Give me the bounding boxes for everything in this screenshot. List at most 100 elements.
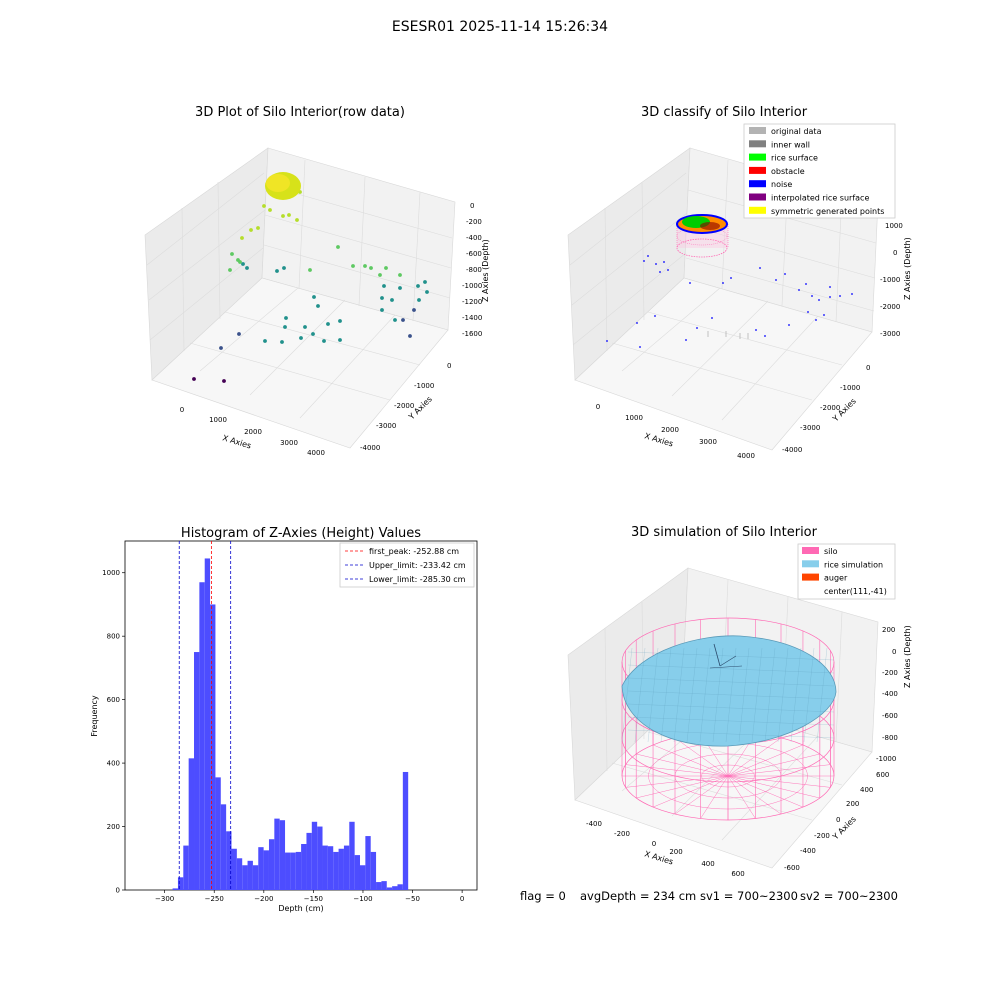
data-point: [237, 332, 241, 336]
data-point: [282, 266, 286, 270]
noise-point: [805, 283, 807, 285]
data-point: [262, 204, 266, 208]
noise-point: [667, 269, 669, 271]
panel1-title: 3D Plot of Silo Interior(row data): [195, 105, 405, 120]
noise-point: [823, 314, 825, 316]
histogram-bar: [338, 848, 344, 890]
panel1-ytick: -2000: [394, 402, 414, 410]
panel4-ytick: -600: [784, 864, 800, 872]
panel2-ztick: -2000: [880, 303, 900, 311]
panel4-xtick: -200: [614, 830, 630, 838]
panel1-xtick: 1000: [209, 416, 227, 424]
panel2-legend-label: inner wall: [771, 140, 810, 149]
data-point: [380, 308, 384, 312]
panel2-legend-swatch: [749, 153, 766, 161]
histogram-bar: [376, 882, 382, 890]
status-sv1: sv1 = 700~2300: [700, 889, 798, 903]
noise-point: [784, 273, 786, 275]
data-point: [219, 346, 223, 350]
data-point: [311, 332, 315, 336]
data-point: [230, 252, 234, 256]
histogram-bar: [172, 888, 178, 890]
panel2-axes-box: [567, 147, 879, 451]
panel4-legend-swatch: [802, 573, 819, 581]
panel1-ztick: -1600: [462, 330, 482, 338]
panel2-x-ticks: 0 1000 2000 3000 4000: [596, 403, 755, 460]
panel1-xtick: 4000: [307, 449, 325, 457]
data-point: [283, 325, 287, 329]
noise-point: [659, 271, 661, 273]
panel4-auger: [709, 643, 743, 669]
histogram-bar: [258, 847, 264, 890]
histogram-bar: [343, 845, 350, 890]
data-point: [280, 340, 284, 344]
data-point: [249, 228, 253, 232]
panel-raw-3d-plot: 3D Plot of Silo Interior(row data) 0 100…: [144, 105, 490, 457]
data-point: [245, 266, 249, 270]
data-point: [382, 284, 386, 288]
panel1-ztick: -800: [466, 266, 482, 274]
histogram-bar: [215, 777, 221, 890]
panel2-silo-cylinder: [676, 214, 729, 258]
data-point: [295, 218, 299, 222]
histogram-bar: [397, 884, 403, 890]
rice-mesh-line: [673, 647, 685, 743]
histogram-x-tick-label: −100: [353, 895, 372, 903]
panel1-z-label: Z Axies (Depth): [481, 239, 490, 302]
histogram-x-tick-label: −300: [155, 895, 174, 903]
rice-mesh-line: [699, 647, 711, 743]
histogram-bar: [322, 845, 328, 890]
panel1-x-ticks: 0 1000 2000 3000 4000: [180, 406, 325, 457]
histogram-bar: [290, 852, 296, 890]
data-point: [322, 339, 326, 343]
rice-mesh-line: [686, 647, 698, 743]
panel2-ytick: -1000: [840, 384, 860, 392]
data-point: [303, 325, 307, 329]
data-point: [228, 268, 232, 272]
data-point: [408, 334, 412, 338]
histogram-bar: [210, 604, 216, 890]
panel4-title: 3D simulation of Silo Interior: [631, 525, 818, 540]
rice-mesh-line: [627, 677, 835, 687]
noise-point: [606, 340, 608, 342]
panel4-ztick: -400: [882, 690, 898, 698]
histogram-x-tick-label: −50: [405, 895, 420, 903]
panel2-ytick: -3000: [800, 424, 820, 432]
panel2-legend-label: noise: [771, 180, 792, 189]
panel1-xtick: 2000: [244, 428, 262, 436]
histogram-bar: [370, 851, 377, 890]
panel4-legend-swatch: [802, 560, 819, 568]
panel4-xtick: 400: [701, 860, 714, 868]
histogram-bar: [359, 865, 366, 890]
panel4-xtick: 200: [669, 848, 682, 856]
noise-point: [811, 295, 813, 297]
panel1-ztick: -1200: [462, 298, 482, 306]
rice-mesh-line: [764, 647, 776, 743]
data-point: [369, 266, 373, 270]
panel2-ztick: -1000: [880, 276, 900, 284]
panel2-ytick: -2000: [820, 404, 840, 412]
histogram-bar: [333, 851, 339, 890]
panel2-legend-label: original data: [771, 127, 822, 136]
histogram-y-tick-label: 1000: [102, 569, 120, 577]
rice-mesh-line: [634, 647, 646, 743]
noise-point: [654, 315, 656, 317]
panel4-legend-label: auger: [824, 574, 848, 583]
histogram-bar: [247, 860, 253, 890]
panel1-point-cloud: [192, 172, 429, 383]
noise-point: [764, 335, 766, 337]
data-point: [308, 268, 312, 272]
surface-point-cluster: [266, 174, 290, 192]
histogram-bar: [236, 858, 243, 890]
panel2-legend-swatch: [749, 206, 766, 214]
noise-point: [689, 282, 691, 284]
panel2-ztick: -3000: [880, 330, 900, 338]
panel1-ytick: 0: [447, 362, 451, 370]
rice-mesh-line: [790, 647, 802, 743]
noise-point: [722, 282, 724, 284]
panel4-z-label: Z Axies (Depth): [903, 625, 912, 688]
rice-mesh-line: [627, 703, 835, 713]
noise-point: [696, 327, 698, 329]
panel4-ytick: 0: [836, 816, 840, 824]
